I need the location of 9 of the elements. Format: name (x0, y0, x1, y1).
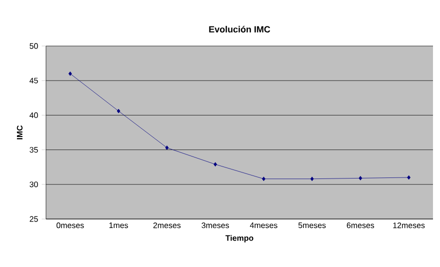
point (116, 108, 120, 114)
point (407, 175, 410, 180)
chart-title: Evolución IMC (209, 26, 270, 33)
point (165, 146, 169, 150)
point (68, 71, 72, 76)
point (358, 176, 362, 180)
point (262, 176, 266, 182)
point (214, 162, 218, 167)
point (310, 176, 314, 182)
